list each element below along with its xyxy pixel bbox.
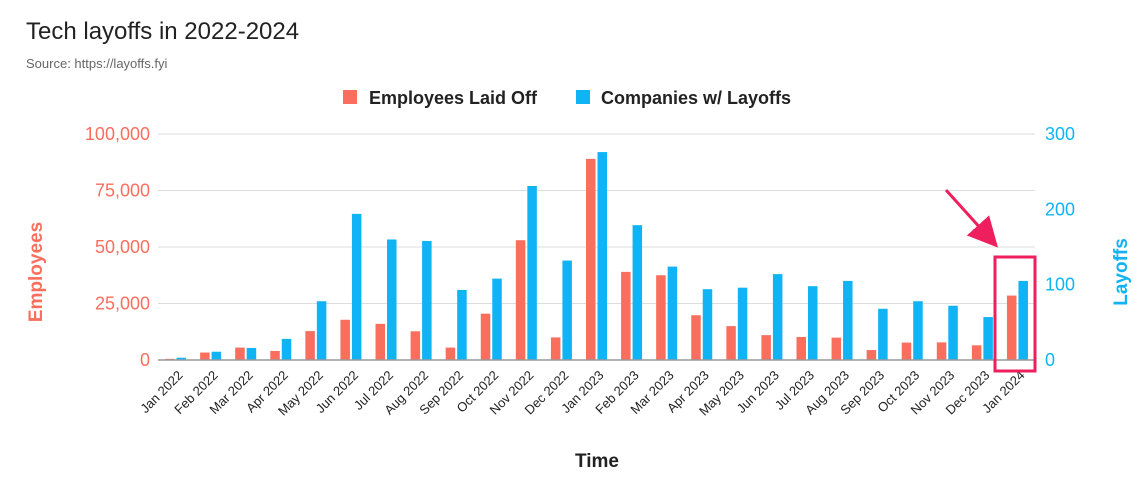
legend-swatch-companies bbox=[576, 90, 590, 104]
bar-employees bbox=[691, 315, 701, 360]
bar-companies bbox=[983, 317, 993, 360]
bar-employees bbox=[796, 336, 806, 360]
bar-companies bbox=[632, 225, 643, 360]
chart-subtitle: Source: https://layoffs.fyi bbox=[26, 56, 168, 71]
bar-employees bbox=[1006, 295, 1017, 360]
bar-employees bbox=[901, 342, 912, 360]
bar-companies bbox=[913, 301, 923, 360]
bar-companies bbox=[422, 240, 432, 360]
y-tick-right: 300 bbox=[1045, 124, 1075, 144]
x-axis-title: Time bbox=[575, 451, 619, 472]
bar-companies bbox=[878, 308, 888, 360]
bar-employees bbox=[656, 275, 666, 360]
bar-companies bbox=[457, 289, 467, 360]
bar-companies bbox=[667, 266, 678, 360]
y-tick-right: 200 bbox=[1045, 199, 1075, 219]
y-tick-left: 50,000 bbox=[95, 237, 150, 257]
legend-label-companies: Companies w/ Layoffs bbox=[601, 88, 791, 108]
bar-companies bbox=[843, 280, 853, 360]
bar-companies bbox=[316, 301, 327, 360]
bar-employees bbox=[410, 331, 421, 360]
bar-employees bbox=[831, 337, 842, 360]
bar-employees bbox=[866, 350, 877, 360]
bar-employees bbox=[375, 323, 386, 360]
bar-companies bbox=[176, 357, 187, 360]
bar-employees bbox=[971, 345, 982, 360]
bar-companies bbox=[527, 185, 537, 360]
bar-companies bbox=[1018, 280, 1028, 360]
bar-employees bbox=[480, 313, 491, 360]
bar-companies bbox=[772, 274, 783, 360]
highlight-annotation bbox=[944, 188, 1037, 373]
bar-employees bbox=[936, 342, 947, 360]
bar-companies bbox=[492, 278, 502, 360]
bar-companies bbox=[211, 351, 222, 360]
bar-employees bbox=[340, 319, 350, 360]
axes: 025,00050,00075,000100,0000100200300Jan … bbox=[85, 124, 1075, 418]
bar-companies bbox=[246, 347, 257, 360]
bar-companies bbox=[387, 239, 397, 360]
bar-employees bbox=[235, 347, 245, 360]
y-axis-left-title: Employees bbox=[26, 222, 47, 322]
bar-companies bbox=[351, 213, 362, 360]
bar-employees bbox=[550, 337, 561, 360]
gridlines bbox=[158, 133, 1035, 304]
y-tick-left: 75,000 bbox=[95, 181, 150, 201]
bars bbox=[165, 152, 1028, 360]
bar-employees bbox=[586, 158, 596, 360]
y-tick-left: 25,000 bbox=[95, 294, 150, 314]
bar-employees bbox=[200, 352, 210, 360]
y-tick-right: 100 bbox=[1045, 275, 1075, 295]
y-tick-right: 0 bbox=[1045, 350, 1055, 370]
legend: Employees Laid Off Companies w/ Layoffs bbox=[343, 88, 791, 108]
bar-companies bbox=[597, 152, 607, 360]
legend-swatch-employees bbox=[343, 90, 357, 104]
bar-employees bbox=[270, 350, 280, 360]
bar-companies bbox=[948, 305, 958, 360]
bar-employees bbox=[761, 335, 771, 360]
y-axis-right-title: Layoffs bbox=[1111, 238, 1132, 306]
bar-companies bbox=[281, 338, 292, 360]
chart-title: Tech layoffs in 2022-2024 bbox=[26, 18, 300, 45]
bar-companies bbox=[807, 286, 818, 360]
y-tick-left: 0 bbox=[140, 350, 150, 370]
annotation-arrow bbox=[944, 188, 999, 248]
bar-employees bbox=[726, 326, 736, 360]
annotation-highlight-box bbox=[993, 255, 1037, 373]
bar-companies bbox=[702, 289, 713, 360]
bar-companies bbox=[562, 260, 572, 360]
y-tick-left: 100,000 bbox=[85, 124, 150, 144]
bar-employees bbox=[621, 271, 631, 360]
bar-employees bbox=[515, 240, 526, 360]
legend-label-employees: Employees Laid Off bbox=[369, 88, 538, 108]
bar-employees bbox=[305, 331, 315, 360]
bar-companies bbox=[737, 287, 748, 360]
bar-employees bbox=[445, 347, 456, 360]
